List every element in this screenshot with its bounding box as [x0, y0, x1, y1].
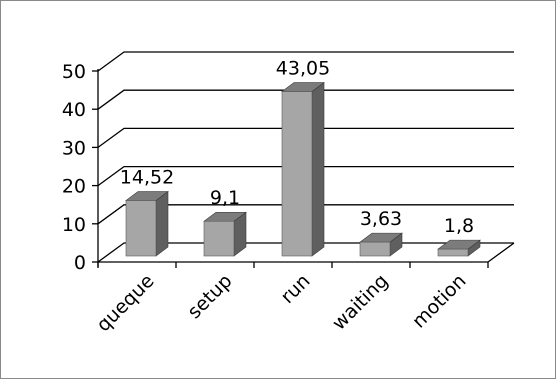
bar-front-waiting: [359, 241, 391, 257]
bar-front-queque: [125, 200, 157, 257]
y-tick-label-10: 10: [62, 214, 86, 236]
bar-front-motion: [437, 248, 469, 257]
data-label-run: 43,05: [276, 58, 330, 80]
labels: 0 10 20 30 40 50 14,52 queque 9,1 setup 43,05 run 3,…: [62, 58, 474, 337]
y-tick-label-50: 50: [62, 61, 86, 83]
y-tick-label-30: 30: [62, 137, 86, 159]
data-label-motion: 1,8: [444, 215, 474, 237]
bar-front-run: [281, 91, 313, 257]
y-tick-label-0: 0: [74, 252, 86, 274]
x-tick-label-motion: motion: [408, 270, 471, 333]
y-tick-label-40: 40: [62, 99, 86, 121]
x-tick-label-run: run: [276, 270, 314, 308]
bar-run: [281, 81, 325, 257]
data-label-setup: 9,1: [210, 187, 240, 209]
data-label-waiting: 3,63: [360, 208, 402, 230]
bar-motion: [437, 239, 481, 257]
bar-setup: [203, 211, 247, 257]
axes: [92, 69, 515, 268]
gridline-30: [97, 127, 514, 148]
bar-side-queque: [155, 190, 169, 257]
gridline-50: [97, 51, 514, 72]
bar-front-setup: [203, 220, 235, 257]
x-tick-label-setup: setup: [183, 270, 236, 323]
x-tick-label-queque: queque: [92, 270, 158, 336]
bar-waiting: [359, 232, 403, 257]
bars: [125, 81, 481, 257]
x-tick-label-waiting: waiting: [328, 270, 393, 335]
y-tick-label-20: 20: [62, 176, 86, 198]
gridline-10: [97, 204, 514, 225]
data-label-queque: 14,52: [120, 167, 174, 189]
gridline-20: [97, 165, 514, 187]
bar-queque: [125, 190, 169, 257]
bar-side-run: [311, 81, 325, 257]
gridline-40: [97, 89, 514, 110]
